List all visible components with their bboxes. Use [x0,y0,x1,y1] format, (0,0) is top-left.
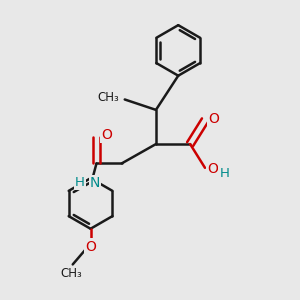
Text: CH₃: CH₃ [60,267,82,280]
Text: H: H [75,176,85,189]
Text: H: H [219,167,229,180]
Text: N: N [90,176,100,190]
Text: O: O [85,240,96,254]
Text: O: O [101,128,112,142]
Text: CH₃: CH₃ [98,92,119,104]
Text: O: O [208,112,219,126]
Text: O: O [207,162,218,176]
